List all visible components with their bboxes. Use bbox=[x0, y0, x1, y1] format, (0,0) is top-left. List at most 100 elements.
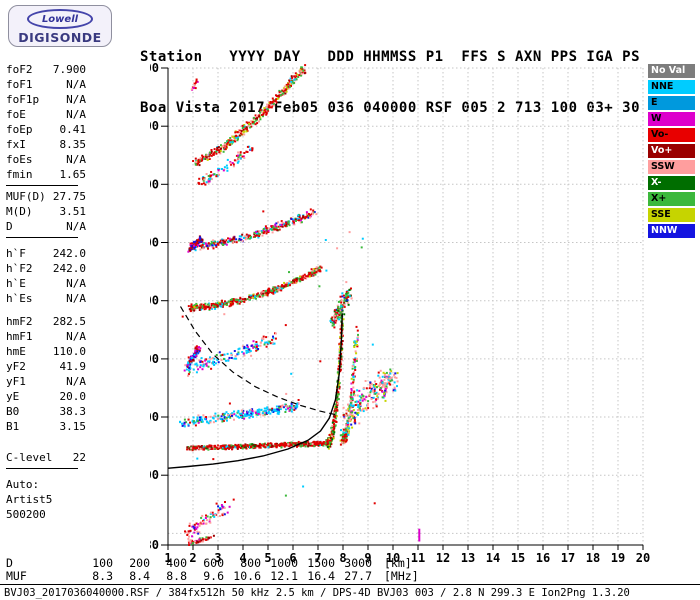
param-foe: foE N/A bbox=[6, 107, 86, 122]
footer-cell: 1500 bbox=[307, 556, 335, 570]
param-value: N/A bbox=[66, 153, 86, 166]
legend-item-ssw: SSW bbox=[648, 160, 695, 174]
footer-unit: [km] bbox=[384, 556, 412, 570]
param-md: M(D) 3.51 bbox=[6, 204, 86, 219]
param-value: 8.35 bbox=[59, 138, 87, 151]
param-foep: foEp 0.41 bbox=[6, 122, 86, 137]
param-label: yF1 bbox=[6, 375, 26, 388]
svg-text:200: 200 bbox=[150, 468, 159, 482]
muf-distance-table: D 100 200 400 600 800 1000 1500 3000 [km] MUF 8.3 8.… bbox=[6, 557, 419, 582]
footer-cell: 8.8 bbox=[166, 568, 187, 583]
param-value: 110.0 bbox=[52, 345, 86, 358]
param-fof2: foF2 7.900 bbox=[6, 62, 86, 77]
logo-top-text: Lowell bbox=[41, 13, 79, 25]
param-label: foE bbox=[6, 108, 26, 121]
legend-item-vo+: Vo+ bbox=[648, 144, 695, 158]
footer-cell: 16.4 bbox=[307, 568, 335, 583]
param-group: hmF2 282.5 hmF1 N/A hmE 110.0 yF2 41.9 yF1 N/A yE 2… bbox=[6, 314, 86, 434]
svg-text:12: 12 bbox=[436, 551, 450, 565]
footer-unit: [MHz] bbox=[384, 568, 419, 583]
svg-text:17: 17 bbox=[561, 551, 575, 565]
legend-item-x+: X+ bbox=[648, 192, 695, 206]
param-divider bbox=[6, 468, 78, 469]
param-he: h`E N/A bbox=[6, 276, 86, 291]
param-value: 27.75 bbox=[52, 190, 86, 203]
svg-text:14: 14 bbox=[486, 551, 500, 565]
param-d: D N/A bbox=[6, 219, 86, 234]
param-value: 282.5 bbox=[52, 315, 86, 328]
param-foes: foEs N/A bbox=[6, 152, 86, 167]
param-value: 1.65 bbox=[59, 168, 87, 181]
legend-item-nnw: NNW bbox=[648, 224, 695, 238]
param-value: 3.51 bbox=[59, 205, 87, 218]
param-label: foF2 bbox=[6, 63, 33, 76]
param-value: 242.0 bbox=[52, 262, 86, 275]
param-hes: h`Es N/A bbox=[6, 291, 86, 306]
param-mufd: MUF(D) 27.75 bbox=[6, 189, 86, 204]
svg-text:13: 13 bbox=[461, 551, 475, 565]
param-hme: hmE 110.0 bbox=[6, 344, 86, 359]
param-label: hmF1 bbox=[6, 330, 33, 343]
param-fxi: fxI 8.35 bbox=[6, 137, 86, 152]
legend-item-sse: SSE bbox=[648, 208, 695, 222]
scaled-parameters-panel: foF2 7.900 foF1 N/A foF1p N/A foE N/A foEp 0.41 fx… bbox=[6, 62, 86, 522]
legend-item-noval: No Val bbox=[648, 64, 695, 78]
param-value: 0.41 bbox=[59, 123, 87, 136]
param-value: N/A bbox=[66, 93, 86, 106]
param-label: 500200 bbox=[6, 508, 46, 521]
svg-text:500: 500 bbox=[150, 294, 159, 308]
param-value: N/A bbox=[66, 292, 86, 305]
param-divider bbox=[6, 185, 78, 186]
lowell-logo-oval: Lowell bbox=[27, 9, 93, 29]
statusbar-text: BVJ03_2017036040000.RSF / 384fx512h 50 k… bbox=[4, 587, 630, 599]
footer-row-muf: MUF 8.3 8.4 8.8 9.6 10.6 12.1 16.4 27.7 [MHz] bbox=[6, 568, 419, 583]
param-divider bbox=[6, 237, 78, 238]
param-b0: B0 38.3 bbox=[6, 404, 86, 419]
footer-cell: 12.1 bbox=[270, 568, 298, 583]
svg-text:19: 19 bbox=[611, 551, 625, 565]
param-label: h`Es bbox=[6, 292, 33, 305]
legend-item-w: W bbox=[648, 112, 695, 126]
footer-cell: 600 bbox=[203, 556, 224, 570]
param-b1: B1 3.15 bbox=[6, 419, 86, 434]
legend-item-nne: NNE bbox=[648, 80, 695, 94]
footer-cell: 1000 bbox=[270, 556, 298, 570]
legend-item-x-: X- bbox=[648, 176, 695, 190]
param-value: N/A bbox=[66, 220, 86, 233]
param-hmf2: hmF2 282.5 bbox=[6, 314, 86, 329]
param-yf2: yF2 41.9 bbox=[6, 359, 86, 374]
footer-row-label: D bbox=[6, 556, 13, 570]
footer-cell: 400 bbox=[166, 556, 187, 570]
param-label: hmE bbox=[6, 345, 26, 358]
svg-text:300: 300 bbox=[150, 410, 159, 424]
svg-text:18: 18 bbox=[586, 551, 600, 565]
param-group: C-level 22 bbox=[6, 450, 86, 465]
param-label: foEp bbox=[6, 123, 33, 136]
param-value: 20.0 bbox=[59, 390, 87, 403]
param-value: 41.9 bbox=[59, 360, 87, 373]
param-group: Auto: Artist5 500200 bbox=[6, 477, 86, 522]
param-artist5: Artist5 bbox=[6, 492, 86, 507]
param-ye: yE 20.0 bbox=[6, 389, 86, 404]
station-header: Station YYYY DAY DDD HHMMSS P1 FFS S AXN… bbox=[140, 15, 640, 151]
param-label: foF1p bbox=[6, 93, 40, 106]
param-label: fxI bbox=[6, 138, 26, 151]
param-value: N/A bbox=[66, 375, 86, 388]
param-label: yE bbox=[6, 390, 20, 403]
param-auto: Auto: bbox=[6, 477, 86, 492]
param-label: h`F bbox=[6, 247, 26, 260]
param-group: MUF(D) 27.75 M(D) 3.51 D N/A bbox=[6, 189, 86, 234]
svg-text:600: 600 bbox=[150, 236, 159, 250]
statusbar-divider bbox=[0, 584, 700, 585]
param-value: 22 bbox=[72, 451, 86, 464]
footer-row-label: MUF bbox=[6, 568, 27, 583]
param-hmf1: hmF1 N/A bbox=[6, 329, 86, 344]
param-label: D bbox=[6, 220, 13, 233]
param-fof1p: foF1p N/A bbox=[6, 92, 86, 107]
param-label: h`E bbox=[6, 277, 26, 290]
logo-bottom-text: DIGISONDE bbox=[18, 30, 102, 45]
footer-cell: 3000 bbox=[344, 556, 372, 570]
param-label: fmin bbox=[6, 168, 33, 181]
param-label: foF1 bbox=[6, 78, 33, 91]
